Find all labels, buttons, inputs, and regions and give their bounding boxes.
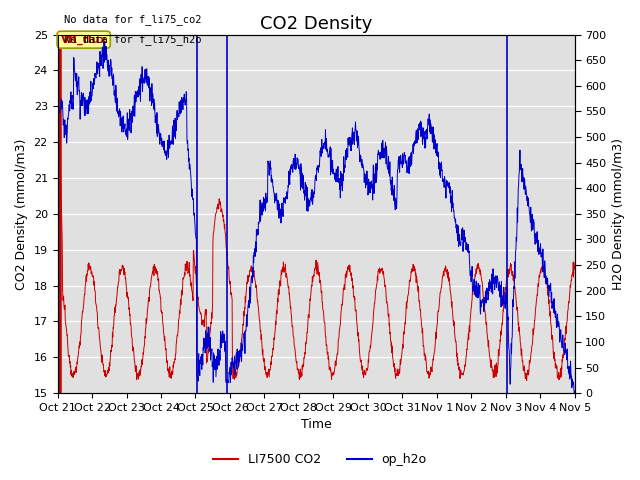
LI7500 CO2 xyxy=(523,378,531,384)
op_h2o xyxy=(135,84,143,89)
LI7500 CO2 xyxy=(571,260,579,265)
op_h2o xyxy=(571,388,579,394)
Line: LI7500 CO2: LI7500 CO2 xyxy=(58,35,575,381)
Title: CO2 Density: CO2 Density xyxy=(260,15,372,33)
op_h2o xyxy=(564,370,572,375)
LI7500 CO2 xyxy=(134,376,142,382)
op_h2o xyxy=(293,161,301,167)
op_h2o xyxy=(101,39,109,45)
Line: op_h2o: op_h2o xyxy=(58,42,575,393)
op_h2o xyxy=(570,390,578,396)
Text: No data for f_li75_h2o: No data for f_li75_h2o xyxy=(64,34,202,45)
Legend: LI7500 CO2, op_h2o: LI7500 CO2, op_h2o xyxy=(209,448,431,471)
op_h2o xyxy=(303,208,310,214)
op_h2o xyxy=(514,199,522,205)
Text: No data for f_li75_co2: No data for f_li75_co2 xyxy=(64,14,202,25)
LI7500 CO2 xyxy=(438,282,445,288)
op_h2o xyxy=(438,167,446,173)
Y-axis label: CO2 Density (mmol/m3): CO2 Density (mmol/m3) xyxy=(15,138,28,289)
Text: VR_flux: VR_flux xyxy=(60,35,107,45)
LI7500 CO2 xyxy=(514,308,522,314)
LI7500 CO2 xyxy=(303,338,310,344)
LI7500 CO2 xyxy=(292,360,300,366)
Y-axis label: H2O Density (mmol/m3): H2O Density (mmol/m3) xyxy=(612,138,625,290)
LI7500 CO2 xyxy=(564,299,572,305)
op_h2o xyxy=(54,104,61,109)
LI7500 CO2 xyxy=(54,32,61,37)
X-axis label: Time: Time xyxy=(301,419,332,432)
